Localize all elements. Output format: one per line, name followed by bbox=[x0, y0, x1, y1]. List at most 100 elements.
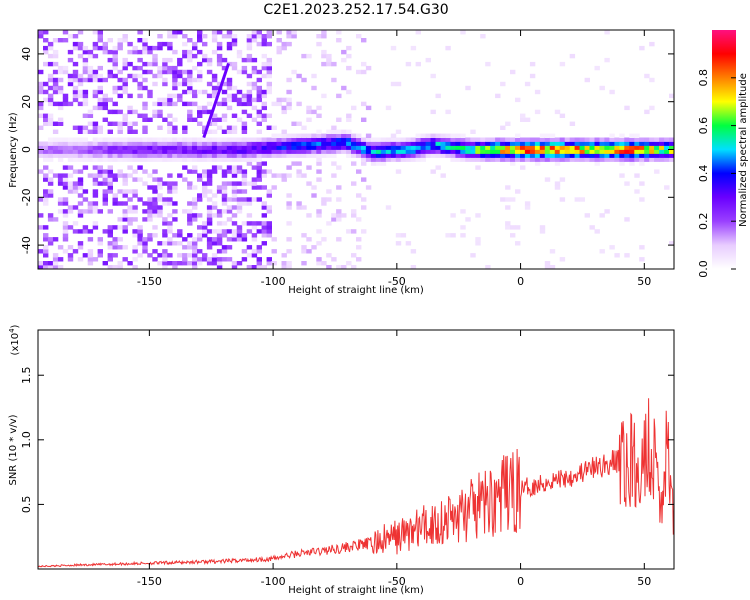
heatmap-cell bbox=[251, 153, 258, 158]
heatmap-cell bbox=[634, 157, 640, 162]
heatmap-cell bbox=[117, 173, 123, 178]
heatmap-cell bbox=[634, 137, 640, 142]
heatmap-cell bbox=[87, 141, 94, 146]
heatmap-cell bbox=[92, 173, 99, 178]
heatmap-cell bbox=[107, 257, 113, 262]
heatmap-x-label: Height of straight line (km) bbox=[288, 285, 424, 296]
heatmap-cell bbox=[654, 157, 660, 162]
heatmap-cell bbox=[206, 241, 213, 246]
heatmap-cell bbox=[520, 137, 526, 142]
heatmap-cell bbox=[147, 213, 153, 218]
heatmap-cell bbox=[52, 89, 59, 95]
heatmap-cell bbox=[202, 189, 208, 194]
heatmap-cell bbox=[246, 221, 253, 226]
heatmap-cell bbox=[216, 265, 223, 270]
heatmap-cell bbox=[127, 173, 133, 178]
heatmap-cell bbox=[654, 153, 660, 158]
heatmap-cell bbox=[47, 137, 54, 142]
heatmap-cell bbox=[445, 45, 451, 51]
heatmap-cell bbox=[365, 65, 372, 71]
heatmap-cell bbox=[127, 209, 133, 214]
heatmap-cell bbox=[266, 69, 272, 75]
heatmap-cell bbox=[470, 145, 476, 150]
heatmap-cell bbox=[480, 157, 486, 162]
heatmap-cell bbox=[346, 53, 352, 59]
heatmap-cell bbox=[211, 49, 218, 55]
heatmap-cell bbox=[172, 217, 178, 222]
heatmap-cell bbox=[177, 97, 183, 103]
heatmap-cell bbox=[256, 41, 262, 47]
heatmap-cell bbox=[450, 133, 456, 138]
heatmap-cell bbox=[346, 113, 352, 118]
heatmap-cell bbox=[157, 261, 163, 266]
heatmap-cell bbox=[236, 237, 243, 242]
heatmap-cell bbox=[231, 185, 238, 190]
heatmap-cell bbox=[127, 197, 133, 202]
heatmap-cell bbox=[395, 149, 402, 154]
heatmap-cell bbox=[47, 77, 54, 83]
heatmap-cell bbox=[356, 149, 362, 154]
heatmap-cell bbox=[361, 205, 367, 210]
heatmap-cell bbox=[256, 261, 262, 266]
heatmap-cell bbox=[226, 153, 233, 158]
heatmap-cell bbox=[97, 97, 103, 103]
heatmap-cell bbox=[137, 229, 143, 234]
heatmap-cell bbox=[192, 165, 198, 170]
heatmap-cell bbox=[142, 249, 148, 254]
heatmap-cell bbox=[127, 189, 133, 194]
heatmap-cell bbox=[326, 153, 332, 158]
heatmap-cell bbox=[38, 81, 44, 87]
heatmap-cell bbox=[510, 161, 516, 166]
heatmap-cell bbox=[197, 193, 203, 198]
heatmap-cell bbox=[624, 141, 630, 146]
heatmap-cell bbox=[43, 249, 49, 254]
heatmap-cell bbox=[192, 169, 198, 174]
heatmap-cell bbox=[544, 157, 551, 162]
heatmap-cell bbox=[311, 245, 317, 250]
heatmap-cell bbox=[202, 153, 208, 158]
heatmap-cell bbox=[92, 145, 99, 150]
heatmap-cell bbox=[172, 73, 178, 79]
heatmap-cell bbox=[202, 34, 208, 39]
heatmap-cell bbox=[276, 101, 282, 107]
heatmap-cell bbox=[286, 249, 292, 254]
heatmap-cell bbox=[187, 233, 193, 238]
heatmap-cell bbox=[152, 113, 158, 118]
heatmap-cell bbox=[167, 41, 173, 47]
heatmap-cell bbox=[122, 181, 128, 186]
heatmap-cell bbox=[599, 141, 605, 146]
heatmap-cell bbox=[604, 209, 610, 214]
heatmap-cell bbox=[405, 157, 412, 162]
heatmap-cell bbox=[187, 181, 193, 186]
heatmap-cell bbox=[62, 145, 69, 150]
heatmap-cell bbox=[405, 145, 412, 150]
heatmap-cell bbox=[192, 213, 198, 218]
heatmap-cell bbox=[202, 53, 208, 59]
heatmap-cell bbox=[251, 69, 258, 75]
heatmap-cell bbox=[465, 137, 471, 142]
heatmap-cell bbox=[167, 189, 173, 194]
heatmap-cell bbox=[67, 141, 74, 146]
heatmap-cell bbox=[112, 265, 118, 270]
heatmap-cell bbox=[82, 145, 89, 150]
heatmap-cell bbox=[549, 141, 556, 146]
snr-x-tick-label: -100 bbox=[261, 575, 286, 588]
heatmap-cell bbox=[162, 253, 168, 258]
heatmap-cell bbox=[266, 34, 272, 39]
heatmap-cell bbox=[107, 229, 113, 234]
heatmap-cell bbox=[112, 101, 118, 107]
heatmap-cell bbox=[415, 145, 421, 150]
heatmap-cell bbox=[336, 237, 342, 242]
heatmap-cell bbox=[117, 141, 123, 146]
heatmap-cell bbox=[281, 129, 287, 134]
heatmap-cell bbox=[619, 161, 625, 166]
heatmap-cell bbox=[43, 177, 49, 182]
heatmap-cell bbox=[549, 157, 556, 162]
heatmap-cell bbox=[102, 261, 108, 266]
heatmap-cell bbox=[72, 189, 79, 194]
heatmap-cell bbox=[172, 137, 178, 142]
heatmap-cell bbox=[137, 153, 143, 158]
heatmap-cell bbox=[107, 181, 113, 186]
heatmap-cell bbox=[182, 153, 188, 158]
heatmap-cell bbox=[142, 69, 148, 75]
